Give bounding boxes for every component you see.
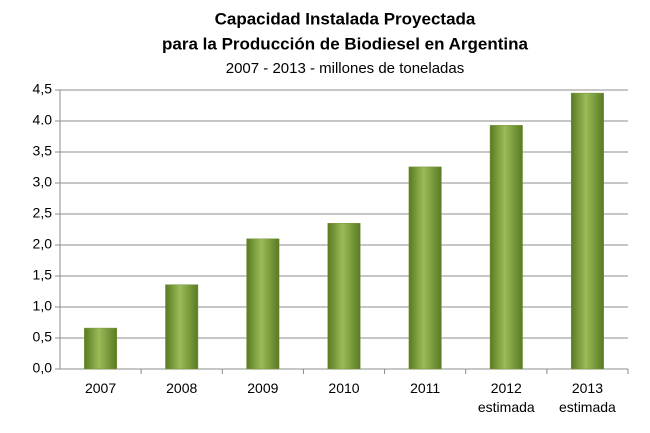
y-tick-label: 2,5 [33, 205, 53, 221]
x-tick-label: 2010 [328, 380, 359, 396]
x-tick-label: 2007 [85, 380, 116, 396]
y-tick-label: 3,5 [33, 143, 53, 159]
y-tick-label: 0,5 [33, 329, 53, 345]
y-tick-label: 0,0 [33, 360, 53, 376]
bar [165, 284, 199, 370]
bar [246, 238, 280, 370]
y-tick-label: 2,0 [33, 236, 53, 252]
x-tick-label: 2012 estimada [478, 380, 535, 415]
x-tick-label: 2009 [247, 380, 278, 396]
bar [327, 223, 361, 370]
chart-subtitle: 2007 - 2013 - millones de toneladas [226, 60, 465, 77]
x-tick-label: 2011 [410, 380, 440, 396]
x-tick-label: 2008 [166, 380, 197, 396]
chart-title: Capacidad Instalada Proyectada [215, 9, 476, 28]
bar [84, 327, 118, 370]
y-tick-label: 3,0 [33, 174, 53, 190]
bar [408, 166, 442, 370]
y-tick-label: 4,5 [33, 81, 53, 97]
y-tick-label: 1,5 [33, 267, 53, 283]
bar [570, 92, 604, 370]
y-tick-label: 4.0 [33, 112, 53, 128]
y-tick-label: 1,0 [33, 298, 53, 314]
x-tick-label: 2013 estimada [559, 380, 616, 415]
bar [489, 125, 523, 370]
chart-title: para la Producción de Biodiesel en Argen… [162, 34, 528, 53]
